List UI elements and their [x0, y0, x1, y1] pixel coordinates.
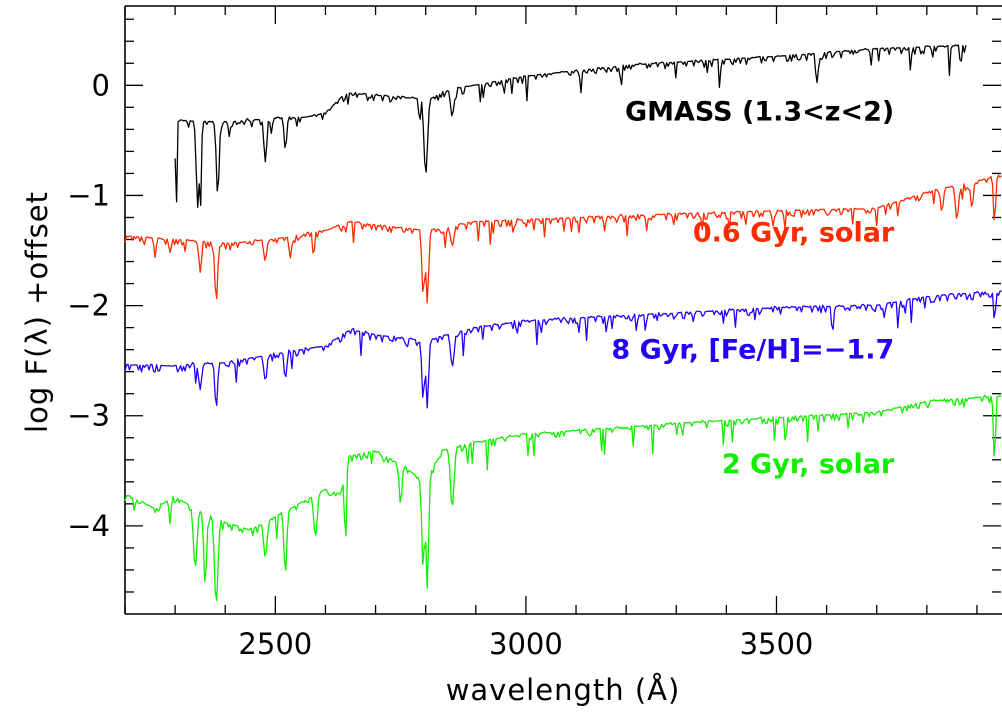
spectra-series: [124, 44, 1002, 602]
x-axis-title: wavelength (Å): [446, 673, 681, 707]
series-label: 0.6 Gyr, solar: [693, 218, 895, 249]
y-tick-label: 0: [92, 68, 110, 102]
series-label: 2 Gyr, solar: [722, 449, 895, 480]
spectrum-line: [124, 290, 1002, 409]
series-labels: GMASS (1.3<z<2) 0.6 Gyr, solar 8 Gyr, [Fe/…: [611, 97, 895, 480]
y-tick-label: −3: [67, 399, 110, 433]
spectrum-line: [174, 44, 967, 208]
series-label: GMASS (1.3<z<2): [625, 97, 894, 128]
tick-labels: 2500 3000 3500 0 −1 −2 −3 −4: [67, 68, 813, 661]
x-tick-label: 3500: [740, 627, 814, 661]
series-label: 8 Gyr, [Fe/H]=−1.7: [611, 334, 894, 365]
spectrum-line: [124, 394, 1002, 602]
spectrum-line: [124, 174, 1002, 304]
y-tick-label: −4: [67, 509, 110, 543]
y-axis-title: log F(λ) +offset: [20, 191, 54, 433]
y-tick-label: −2: [67, 289, 110, 323]
x-tick-label: 2500: [238, 627, 312, 661]
x-tick-label: 3000: [489, 627, 563, 661]
axis-ticks: [124, 6, 1001, 614]
y-tick-label: −1: [67, 178, 110, 212]
